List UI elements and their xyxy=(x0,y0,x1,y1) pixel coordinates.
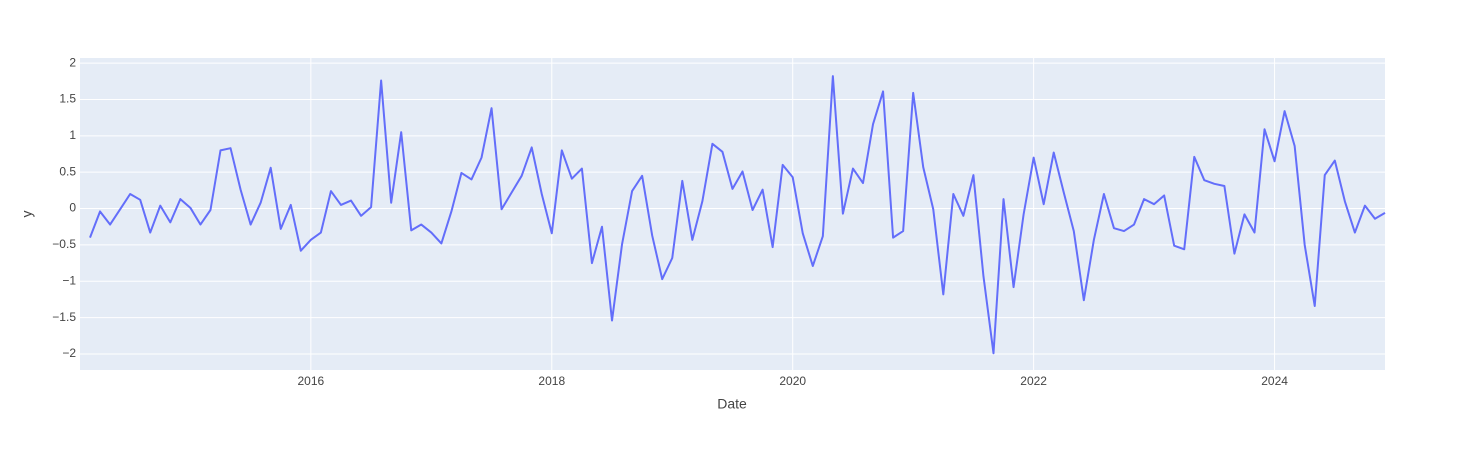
y-tick-label: −1 xyxy=(62,273,76,287)
y-tick-label: −1.5 xyxy=(52,310,76,324)
x-tick-label: 2024 xyxy=(1261,374,1288,388)
y-tick-label: −2 xyxy=(62,346,76,360)
y-tick-label: −0.5 xyxy=(52,237,76,251)
x-axis-title: Date xyxy=(717,396,747,412)
y-tick-label: 0.5 xyxy=(59,164,76,178)
x-tick-label: 2020 xyxy=(779,374,806,388)
data-line xyxy=(89,75,1386,355)
y-tick-label: 2 xyxy=(69,55,76,69)
y-tick-label: 1 xyxy=(69,128,76,142)
plot-background xyxy=(80,58,1385,370)
x-tick-label: 2016 xyxy=(298,374,325,388)
y-tick-label: 0 xyxy=(69,201,76,215)
y-tick-label: 1.5 xyxy=(59,92,76,106)
y-axis-title: y xyxy=(19,211,35,218)
x-tick-label: 2018 xyxy=(538,374,565,388)
x-tick-label: 2022 xyxy=(1020,374,1047,388)
